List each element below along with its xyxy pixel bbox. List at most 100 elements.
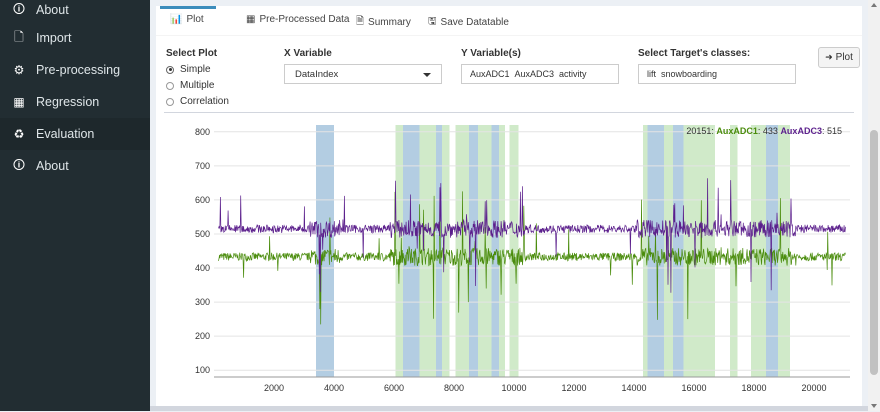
radio-button[interactable] [166,81,174,90]
legend-series-name: AuxADC3 [780,126,822,136]
scroll-thumb[interactable] [870,130,878,375]
radio-label: Correlation [180,96,229,107]
scrollbar[interactable] [868,0,880,411]
sidebar-item-label: About [36,3,69,17]
x-variable-value: DataIndex [295,69,339,80]
table-icon: ▦ [246,14,256,25]
tab-plot[interactable]: 📊 Plot [170,14,204,25]
legend-series-name: AuxADC1 [716,126,758,136]
y-variables-select[interactable]: AuxADC1 AuxADC3 activity [461,64,619,84]
class-band-snowboarding [509,125,519,377]
target-class-chip[interactable]: lift [647,69,656,79]
arrow-circle-right-icon: ➜ [825,52,833,63]
sidebar: 🛈 About 🗋 Import ⚙ Pre-processing ▦ Regression ♻… [0,0,150,411]
legend-index: 20151 [686,126,711,136]
target-classes-label: Select Target's classes: [638,48,751,59]
sidebar-item-label: Regression [36,95,100,109]
chart-area[interactable]: 100 200 300 400 500 600 700 800 2000 4000 6000 8000… [156,117,862,407]
target-class-chip[interactable]: snowboarding [661,69,718,79]
tab-save-datatable[interactable]: 🖫 Save Datatable [428,14,509,31]
scroll-down-icon[interactable] [871,404,877,408]
legend-series-value: 433 [763,126,778,136]
file-icon: 🗋 [14,29,24,44]
tab-label: Save Datatable [440,17,509,28]
plot-button[interactable]: ➜ Plot [818,47,860,68]
y-variable-chip[interactable]: activity [559,69,587,79]
info-circle-icon: 🛈 [12,157,26,172]
tab-label: Summary [368,17,411,28]
series-line-auxadc1 [218,191,846,325]
class-band-snowboarding [643,125,648,377]
tab-summary[interactable]: 🗎 Summary [356,14,411,31]
x-tick-label: 12000 [561,383,586,393]
y-tick-label: 300 [195,297,210,307]
sidebar-item-label: About [36,159,69,173]
tab-box: 📊 Plot ▦ Pre-Processed Data 🗎 Summary 🖫 Save Da… [156,6,862,409]
radio-multiple[interactable]: Multiple [166,80,214,91]
main-content: 📊 Plot ▦ Pre-Processed Data 🗎 Summary 🖫 Save Da… [150,0,868,411]
class-band-snowboarding [778,125,790,377]
y-tick-label: 600 [195,195,210,205]
x-variable-label: X Variable [284,48,332,59]
document-icon: 🗎 [356,16,365,27]
sidebar-item-evaluation[interactable]: ♻ Evaluation [0,118,150,150]
x-tick-label: 6000 [384,383,404,393]
class-band-snowboarding [751,125,766,377]
sidebar-item-label: Import [36,31,72,45]
tab-label: Pre-Processed Data [259,14,350,25]
table-grid-icon: ▦ [13,95,25,109]
class-band-snowboarding [499,125,505,377]
series-line-auxadc3 [218,178,846,293]
x-tick-label: 18000 [741,383,766,393]
tab-pre-processed-data[interactable]: ▦ Pre-Processed Data [246,14,350,25]
sidebar-item-pre-processing[interactable]: ⚙ Pre-processing [0,54,150,86]
sidebar-item-import[interactable]: 🗋 Import [0,22,150,54]
radio-button[interactable] [166,65,174,74]
x-tick-label: 2000 [264,383,284,393]
sidebar-item-label: Evaluation [36,127,95,141]
info-circle-icon: 🛈 [12,1,26,16]
select-plot-label: Select Plot [166,48,218,59]
target-classes-select[interactable]: lift snowboarding [638,64,796,84]
x-tick-label: 10000 [501,383,526,393]
legend-readout: 20151: AuxADC1: 433 AuxADC3: 515 [686,126,842,136]
radio-correlation[interactable]: Correlation [166,96,229,107]
sidebar-item-regression[interactable]: ▦ Regression [0,86,150,118]
plot-button-label: Plot [835,52,853,63]
class-band-snowboarding [442,125,450,377]
y-tick-label: 700 [195,161,210,171]
y-tick-label: 400 [195,263,210,273]
class-band-snowboarding [730,125,738,377]
line-chart[interactable]: 100 200 300 400 500 600 700 800 2000 4000 6000 8000… [156,117,862,407]
footer-bar [150,406,868,411]
x-tick-label: 16000 [681,383,706,393]
scroll-up-icon[interactable] [871,3,877,7]
x-tick-label: 4000 [324,383,344,393]
active-tab-indicator [160,6,216,9]
chevron-down-icon [423,73,431,77]
sidebar-item-about[interactable]: 🛈 About [0,0,150,26]
divider [164,112,854,113]
x-variable-select[interactable]: DataIndex [284,64,442,84]
y-tick-label: 800 [195,127,210,137]
y-tick-label: 100 [195,365,210,375]
radio-label: Multiple [180,80,215,91]
recycle-icon: ♻ [13,127,25,141]
y-tick-label: 500 [195,229,210,239]
y-variable-chip[interactable]: AuxADC1 [470,69,510,79]
x-tick-label: 8000 [444,383,464,393]
radio-simple[interactable]: Simple [166,64,211,75]
y-variables-label: Y Variable(s) [461,48,521,59]
class-band-snowboarding [395,125,403,377]
legend-series-value: 515 [827,126,842,136]
radio-button[interactable] [166,97,174,106]
x-tick-label: 14000 [621,383,646,393]
radio-label: Simple [180,64,211,75]
sidebar-item-label: Pre-processing [36,63,121,77]
bar-chart-icon: 📊 [170,14,183,25]
tab-label: Plot [186,14,204,25]
sidebar-item-about[interactable]: 🛈 About [0,150,150,182]
save-icon: 🖫 [428,16,437,27]
y-variable-chip[interactable]: AuxADC3 [514,69,555,79]
y-tick-label: 200 [195,331,210,341]
